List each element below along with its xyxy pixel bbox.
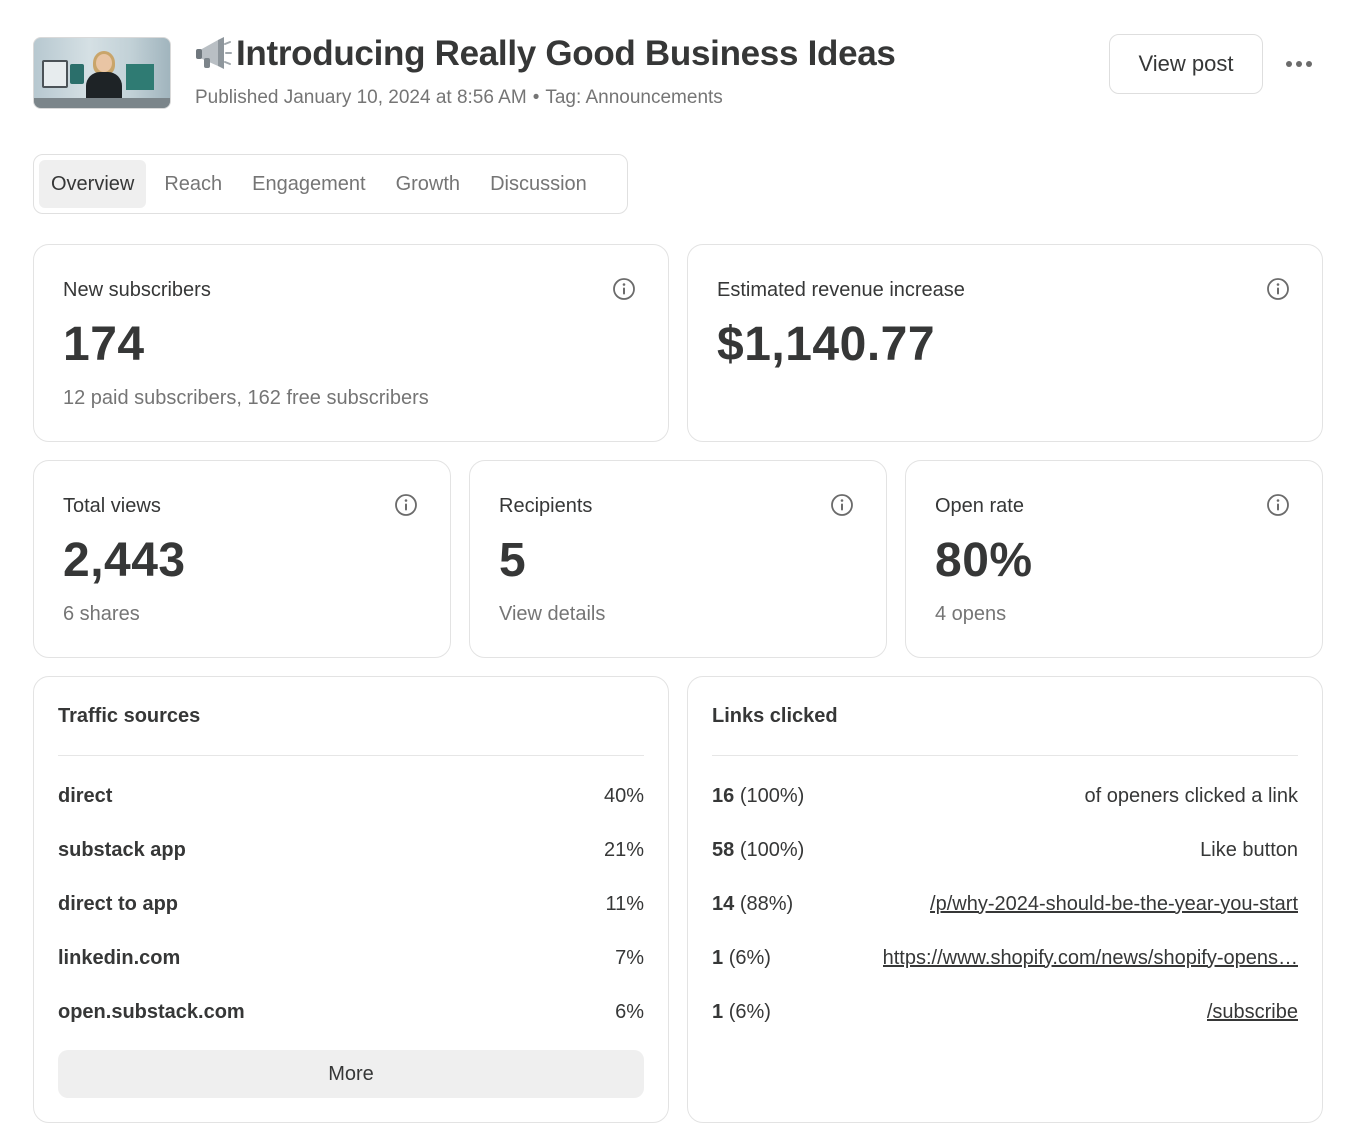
click-percent: (100%) [739,838,805,861]
tab-discussion[interactable]: Discussion [490,173,587,195]
traffic-percent: 40% [603,784,644,807]
card-label: Total views [63,495,161,517]
list-item: direct 40% [58,781,644,811]
new-subscribers-card: New subscribers 174 12 paid subscribers,… [33,244,669,442]
click-count: 58 [712,838,735,861]
click-percent: (6%) [728,946,771,969]
link-url[interactable]: /subscribe [1206,1000,1298,1023]
info-icon[interactable] [1266,493,1290,517]
card-label: Recipients [499,495,593,517]
list-item: 16 (100%) of openers clicked a link [712,781,1298,811]
meta-separator: • [532,87,540,108]
recipients-card: Recipients 5 View details [469,460,887,658]
card-value: 2,443 [63,534,186,587]
card-label: Estimated revenue increase [717,279,965,301]
traffic-sources-card: Traffic sources direct 40% substack app … [33,676,669,1123]
megaphone-icon [194,34,232,74]
traffic-source: substack app [58,838,186,861]
traffic-sources-title: Traffic sources [58,705,201,727]
tab-reach[interactable]: Reach [164,173,223,195]
info-icon[interactable] [1266,277,1290,301]
card-value: $1,140.77 [717,318,936,371]
card-label: New subscribers [63,279,211,301]
post-meta: Published January 10, 2024 at 8:56 AM • Ta… [195,87,723,109]
card-value: 80% [935,534,1033,587]
list-item: 1 (6%) /subscribe [712,997,1298,1027]
card-label: Open rate [935,495,1024,517]
more-options-icon[interactable] [1282,48,1316,80]
tab-overview[interactable]: Overview [39,160,147,208]
link-target: of openers clicked a link [1084,784,1298,807]
revenue-card: Estimated revenue increase $1,140.77 [687,244,1323,442]
link-target: Like button [1200,838,1298,861]
card-value: 5 [499,534,527,587]
click-count: 1 [712,1000,724,1023]
links-clicked-card: Links clicked 16 (100%) of openers click… [687,676,1323,1123]
click-count: 1 [712,946,724,969]
tab-engagement[interactable]: Engagement [252,173,366,195]
links-clicked-title: Links clicked [712,705,838,727]
card-value: 174 [63,318,145,371]
info-icon[interactable] [612,277,636,301]
info-icon[interactable] [394,493,418,517]
tab-growth[interactable]: Growth [395,173,461,195]
card-subtext: 6 shares [63,603,140,625]
traffic-source: direct [58,784,113,807]
total-views-card: Total views 2,443 6 shares [33,460,451,658]
traffic-percent: 7% [615,946,644,969]
traffic-source: linkedin.com [58,946,181,969]
list-item: direct to app 11% [58,889,644,919]
click-percent: (100%) [739,784,805,807]
post-title-row: Introducing Really Good Business Ideas [194,34,896,74]
traffic-percent: 11% [605,892,644,915]
list-item: 1 (6%) https://www.shopify.com/news/shop… [712,943,1298,973]
card-subtext: 12 paid subscribers, 162 free subscriber… [63,387,429,409]
click-count: 14 [712,892,735,915]
post-thumbnail[interactable] [33,37,171,109]
view-post-button[interactable]: View post [1109,34,1263,94]
traffic-source: open.substack.com [58,1000,245,1023]
list-item: 14 (88%) /p/why-2024-should-be-the-year-… [712,889,1298,919]
view-details-link[interactable]: View details [499,603,606,625]
list-item: linkedin.com 7% [58,943,644,973]
more-button[interactable]: More [58,1050,644,1098]
click-count: 16 [712,784,735,807]
traffic-percent: 21% [603,838,644,861]
traffic-source: direct to app [58,892,179,915]
divider [58,755,644,756]
card-subtext: 4 opens [935,603,1007,625]
tab-bar: Overview Reach Engagement Growth Discuss… [33,154,628,214]
open-rate-card: Open rate 80% 4 opens [905,460,1323,658]
divider [712,755,1298,756]
click-percent: (88%) [739,892,794,915]
post-title: Introducing Really Good Business Ideas [236,34,896,73]
link-url[interactable]: https://www.shopify.com/news/shopify-ope… [882,946,1298,969]
list-item: open.substack.com 6% [58,997,644,1027]
info-icon[interactable] [830,493,854,517]
published-date: Published January 10, 2024 at 8:56 AM [195,87,527,108]
click-percent: (6%) [728,1000,771,1023]
post-tag: Tag: Announcements [545,87,723,108]
link-url[interactable]: /p/why-2024-should-be-the-year-you-start [930,892,1298,915]
list-item: substack app 21% [58,835,644,865]
traffic-percent: 6% [615,1000,644,1023]
list-item: 58 (100%) Like button [712,835,1298,865]
